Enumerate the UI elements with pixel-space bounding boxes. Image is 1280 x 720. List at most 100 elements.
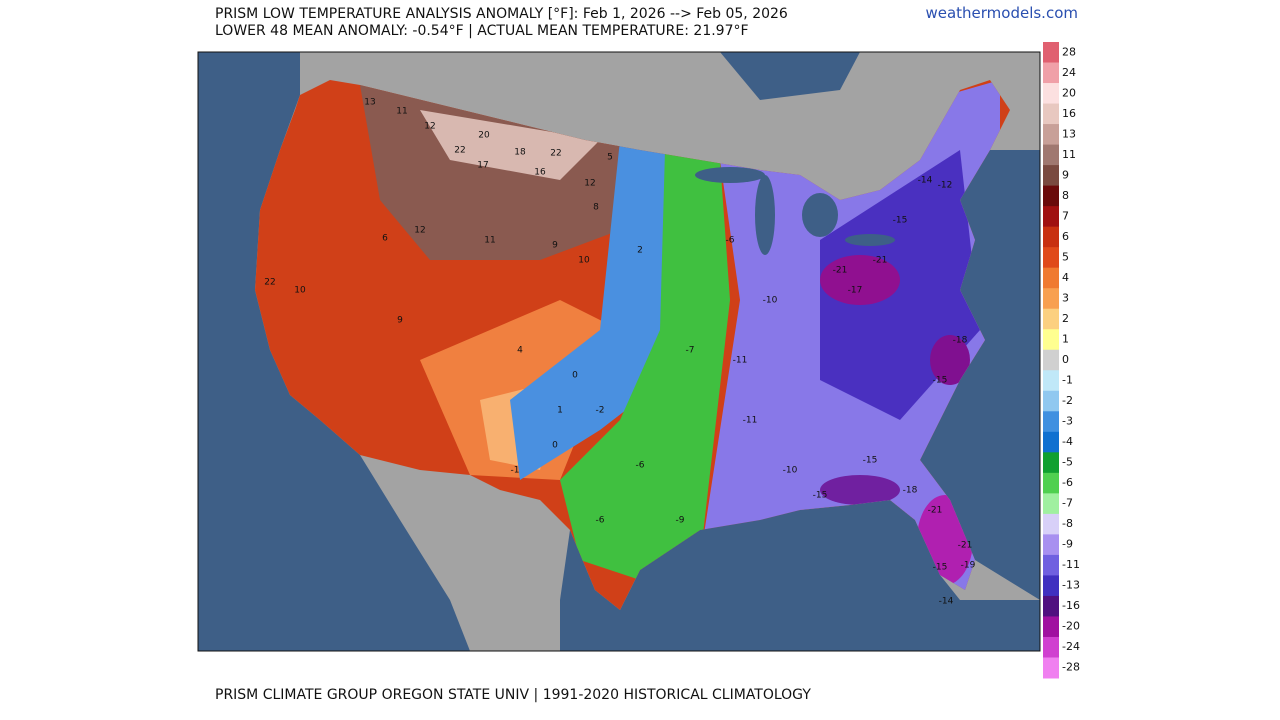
subtitle: LOWER 48 MEAN ANOMALY: -0.54°F | ACTUAL … [215,23,749,39]
station-anomaly: -10 [783,466,798,476]
station-anomaly: 5 [607,153,613,163]
station-anomaly: 12 [584,179,595,189]
station-anomaly: -21 [873,256,888,266]
station-anomaly: -7 [686,346,695,356]
station-anomaly: -15 [933,376,948,386]
colorbar-label: 2 [1062,312,1069,325]
colorbar-label: 24 [1062,66,1076,79]
ocean [198,52,470,651]
station-anomaly: 8 [593,203,599,213]
colorbar-label: 1 [1062,332,1069,345]
colorbar-swatch [1043,144,1059,166]
station-anomaly: -21 [928,506,943,516]
colorbar-swatch [1043,206,1059,228]
station-anomaly: -14 [939,597,954,607]
station-anomaly: 22 [264,278,275,288]
colorbar-label: 8 [1062,189,1069,202]
station-anomaly: -2 [596,406,605,416]
station-anomaly: 22 [454,146,465,156]
station-anomaly: -12 [938,181,953,191]
colorbar-label: 13 [1062,127,1076,140]
station-anomaly: -6 [636,461,645,471]
colorbar-label: -24 [1062,640,1080,653]
gulf [560,500,1040,651]
station-anomaly: -15 [893,216,908,226]
colorbar-swatch [1043,370,1059,392]
colorbar-swatch [1043,349,1059,371]
colorbar-swatch [1043,308,1059,330]
station-anomaly: -17 [848,286,863,296]
colorbar-label: -9 [1062,538,1073,551]
colorbar-label: -3 [1062,415,1073,428]
station-anomaly: 11 [484,236,495,246]
colorbar-swatch [1043,636,1059,658]
colorbar-label: 9 [1062,168,1069,181]
colorbar-label: 11 [1062,148,1076,161]
colorbar-swatch [1043,42,1059,64]
colorbar-swatch [1043,472,1059,494]
colorbar-swatch [1043,390,1059,412]
lake [802,193,838,237]
colorbar-label: -13 [1062,579,1080,592]
colorbar-label: 5 [1062,250,1069,263]
colorbar-swatch [1043,554,1059,576]
colorbar-label: -7 [1062,497,1073,510]
colorbar-swatch [1043,595,1059,617]
station-anomaly: -21 [958,541,973,551]
colorbar-swatch [1043,452,1059,474]
colorbar-label: 20 [1062,86,1076,99]
map-frame [197,51,1041,652]
colorbar-label: -5 [1062,456,1073,469]
station-anomaly: -19 [961,561,976,571]
colorbar-label: 7 [1062,209,1069,222]
atlantic [920,150,1040,600]
station-anomaly: -6 [596,516,605,526]
station-anomaly: -14 [918,176,933,186]
colorbar-swatch [1043,288,1059,310]
station-anomaly: 12 [424,122,435,132]
station-anomaly: 10 [578,256,590,266]
station-anomaly: 1 [557,406,563,416]
colorbar-swatch [1043,83,1059,105]
source-link[interactable]: weathermodels.com [925,4,1078,22]
colorbar-label: -28 [1062,661,1080,674]
colorbar-label: 4 [1062,271,1069,284]
colorbar-swatch [1043,185,1059,207]
colorbar-swatch [1043,513,1059,535]
station-anomaly: 16 [534,168,546,178]
colorbar-swatch [1043,575,1059,597]
station-anomaly: -21 [833,266,848,276]
colorbar-label: 3 [1062,291,1069,304]
station-anomaly: 13 [364,98,375,108]
colorbar-label: -16 [1062,599,1080,612]
colorbar-label: 0 [1062,353,1069,366]
colorbar-swatch [1043,329,1059,351]
hudson-bay [720,52,860,100]
colorbar-label: 6 [1062,230,1069,243]
colorbar-swatch [1043,616,1059,638]
colorbar-label: -4 [1062,435,1073,448]
colorbar-swatch [1043,103,1059,125]
station-anomaly: 2 [637,246,643,256]
station-anomaly: -18 [903,486,918,496]
station-anomaly: -18 [953,336,968,346]
lake [755,175,775,255]
colorbar-swatch [1043,226,1059,248]
colorbar-swatch [1043,411,1059,433]
colorbar-swatch [1043,534,1059,556]
station-anomaly: -15 [933,563,948,573]
station-anomaly: 0 [572,371,578,381]
station-anomaly: 18 [514,148,526,158]
station-anomaly: -9 [676,516,685,526]
lake [695,167,765,183]
colorbar-swatch [1043,493,1059,515]
colorbar-swatch [1043,431,1059,453]
title: PRISM LOW TEMPERATURE ANALYSIS ANOMALY [… [215,6,788,22]
station-anomaly: -10 [763,296,778,306]
station-anomaly: -11 [743,416,758,426]
colorbar-label: -2 [1062,394,1073,407]
colorbar-swatch [1043,247,1059,269]
station-anomaly: 4 [517,346,523,356]
station-anomaly: 9 [397,316,403,326]
